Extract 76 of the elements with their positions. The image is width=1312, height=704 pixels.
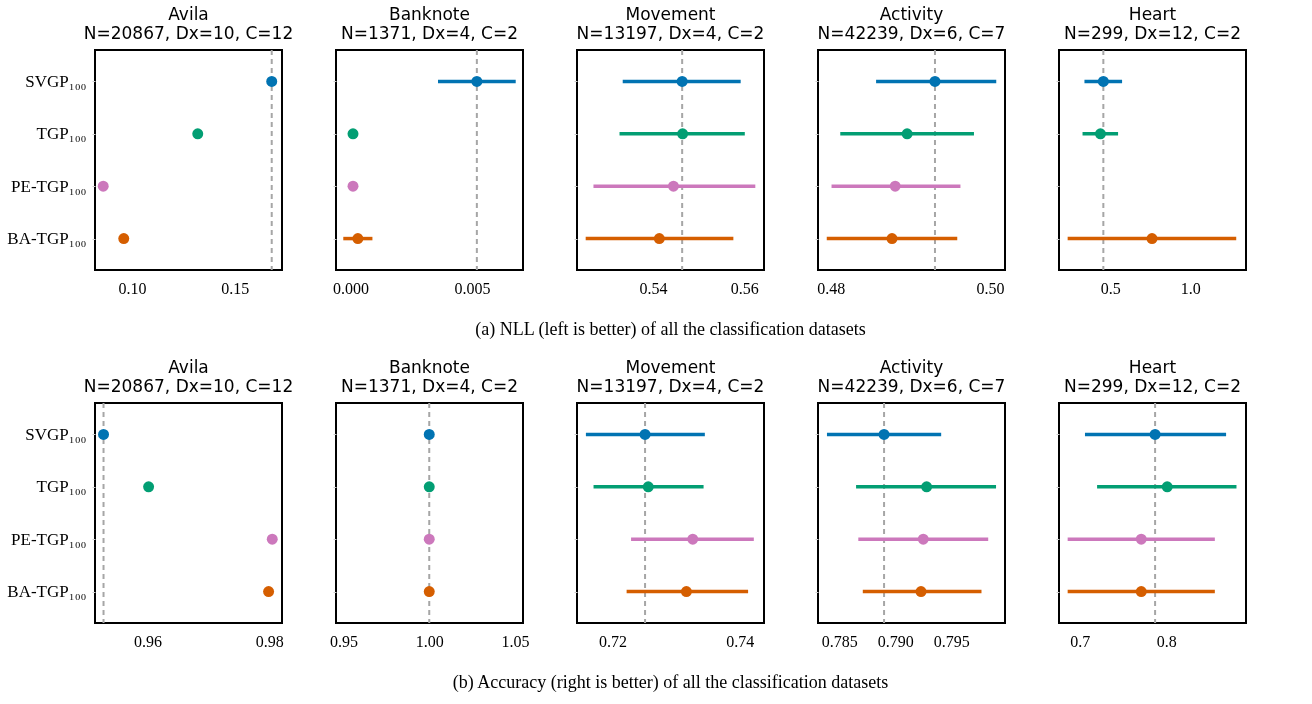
point (266, 75, 278, 87)
chart-title: Banknote (389, 357, 470, 377)
y-tick-label: SVGP₁₀₀ (25, 71, 87, 91)
point (915, 586, 927, 598)
chart-title: Movement (625, 4, 716, 24)
chart-title: Avila (168, 4, 209, 24)
x-tick-label: 1.05 (501, 632, 530, 650)
point (680, 586, 692, 598)
chart-title: Activity (879, 357, 944, 377)
point (667, 180, 679, 192)
chart-subtitle: N=13197, Dx=4, C=2 (576, 376, 765, 396)
chart-title: Avila (168, 357, 209, 377)
y-tick-label: TGP₁₀₀ (36, 477, 87, 497)
point (687, 533, 699, 545)
chart-subtitle: N=299, Dx=12, C=2 (1064, 23, 1241, 43)
x-tick-label: 1.00 (415, 632, 444, 650)
x-tick-label: 0.74 (726, 632, 755, 650)
point (143, 481, 155, 493)
chart-subtitle: N=299, Dx=12, C=2 (1064, 376, 1241, 396)
point (901, 128, 913, 140)
y-tick-label: PE-TGP₁₀₀ (11, 176, 87, 196)
point (263, 586, 275, 598)
chart-title: Movement (625, 357, 716, 377)
y-tick-label: TGP₁₀₀ (36, 124, 87, 144)
point (921, 481, 933, 493)
y-tick-label: PE-TGP₁₀₀ (11, 529, 87, 549)
text: (a) NLL (left is better) of all the classification datasets (475, 319, 866, 340)
x-tick-label: 0.72 (599, 632, 628, 650)
x-tick-label: 0.54 (639, 279, 668, 297)
point (878, 428, 890, 440)
x-tick-label: 0.98 (255, 632, 284, 650)
x-tick-label: 0.15 (221, 279, 250, 297)
point (642, 481, 654, 493)
chart-subtitle: N=42239, Dx=6, C=7 (817, 23, 1006, 43)
point (266, 533, 278, 545)
point (98, 428, 109, 440)
y-tick-label: BA-TGP₁₀₀ (7, 582, 87, 602)
point (639, 428, 651, 440)
chart-title: Activity (879, 4, 944, 24)
x-tick-label: 0.005 (454, 279, 491, 297)
y-tick-label: BA-TGP₁₀₀ (7, 229, 87, 249)
chart-subtitle: N=1371, Dx=4, C=2 (341, 376, 518, 396)
x-tick-label: 0.790 (877, 632, 914, 650)
chart-title: Banknote (389, 4, 470, 24)
point (676, 75, 688, 87)
x-tick-label: 0.5 (1100, 279, 1121, 297)
x-tick-label: 0.96 (133, 632, 162, 650)
x-tick-label: 0.95 (330, 632, 359, 650)
x-tick-label: 0.000 (333, 279, 370, 297)
x-tick-label: 0.795 (933, 632, 970, 650)
x-tick-label: 0.48 (817, 279, 846, 297)
x-tick-label: 1.0 (1180, 279, 1201, 297)
chart-subtitle: N=42239, Dx=6, C=7 (817, 376, 1006, 396)
point (192, 128, 204, 140)
x-tick-label: 0.50 (976, 279, 1005, 297)
x-tick-label: 0.8 (1156, 632, 1177, 650)
point (929, 75, 941, 87)
chart-subtitle: N=20867, Dx=10, C=12 (83, 23, 294, 43)
chart-title: Heart (1128, 357, 1177, 377)
point (889, 180, 901, 192)
chart-subtitle: N=1371, Dx=4, C=2 (341, 23, 518, 43)
point (677, 128, 689, 140)
point (917, 533, 929, 545)
x-tick-label: 0.56 (730, 279, 759, 297)
y-tick-label: SVGP₁₀₀ (25, 424, 87, 444)
x-tick-label: 0.785 (821, 632, 858, 650)
chart-subtitle: N=20867, Dx=10, C=12 (83, 376, 294, 396)
point (653, 233, 665, 245)
text: (b) Accuracy (right is better) of all the classification datasets (452, 672, 889, 693)
x-tick-label: 0.7 (1070, 632, 1091, 650)
point (886, 233, 898, 245)
x-tick-label: 0.10 (118, 279, 147, 297)
point (118, 233, 130, 245)
chart-subtitle: N=13197, Dx=4, C=2 (576, 23, 765, 43)
chart-title: Heart (1128, 4, 1177, 24)
point (97, 180, 109, 192)
